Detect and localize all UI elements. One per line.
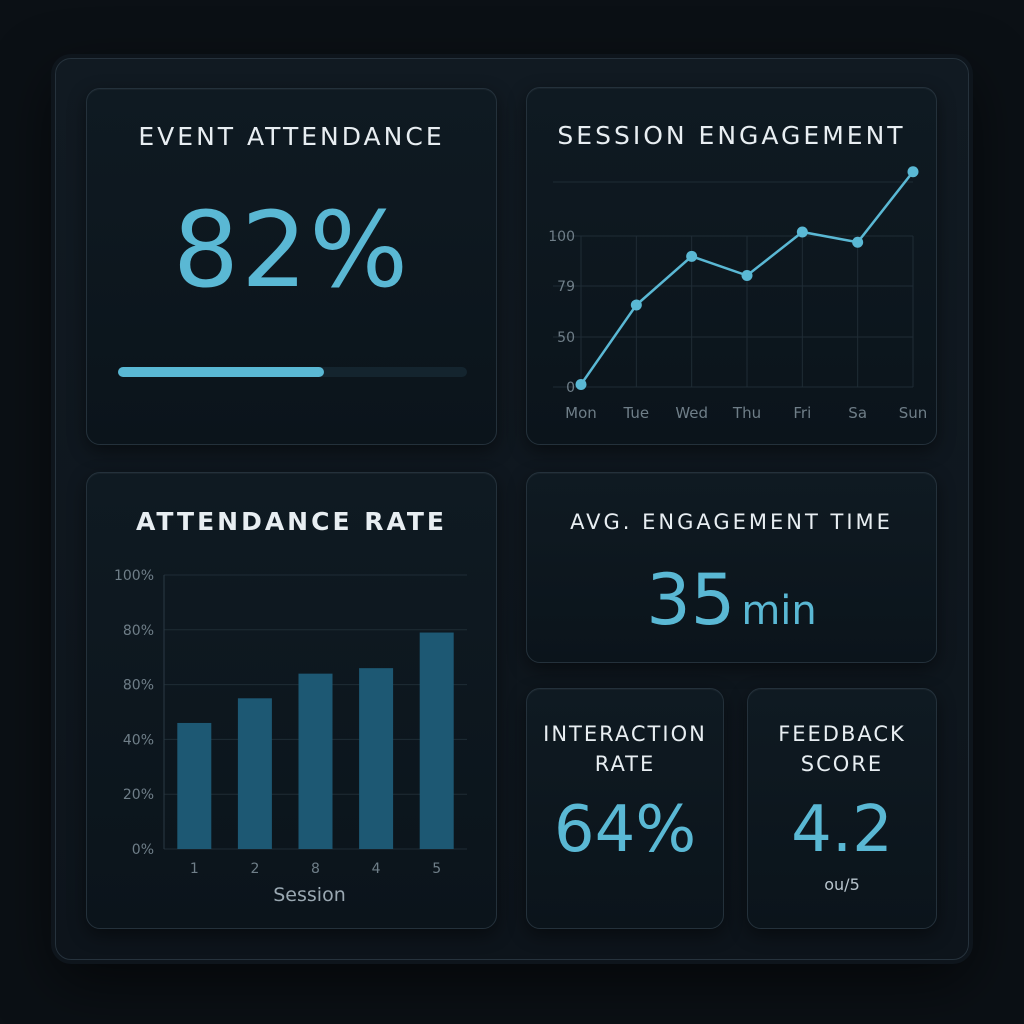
line-chart-point <box>852 236 864 248</box>
bar-chart-bar <box>177 722 212 849</box>
line-chart-x-tick-label: Thu <box>732 404 761 422</box>
feedback-score-title-line2: SCORE <box>800 752 884 776</box>
line-chart-point <box>796 226 808 238</box>
interaction-rate-title-line2: RATE <box>594 752 656 776</box>
line-chart-point <box>575 378 587 390</box>
session-engagement-chart: 0 50 79 100 Mon Tue Wed Thu Fri Sa Sun <box>548 166 928 422</box>
feedback-score-title: FEEDBACK SCORE <box>748 719 936 779</box>
avg-engagement-value-row: 35 min <box>527 559 936 641</box>
line-chart-x-tick-label: Wed <box>675 404 708 422</box>
bar-chart-y-tick-label: 100% <box>114 568 154 584</box>
line-chart-point <box>686 250 698 262</box>
bar-chart-bar <box>237 698 272 849</box>
session-engagement-title: SESSION ENGAGEMENT <box>557 121 906 150</box>
line-chart-x-tick-label: Fri <box>793 404 811 422</box>
bar-chart-y-tick-label: 20% <box>123 787 154 803</box>
bar-chart-x-axis-label: Session <box>273 884 346 906</box>
line-chart-x-tick-label: Sa <box>848 404 867 422</box>
line-chart-y-tick-label: 50 <box>557 330 575 346</box>
attendance-rate-card: ATTENDANCE RATE 0% 20% 40% 80% 80% 100% 1 2 8 4 5 S… <box>86 472 497 929</box>
avg-engagement-unit: min <box>741 588 817 634</box>
event-attendance-value: 82% <box>172 189 411 311</box>
line-chart-point <box>741 270 753 282</box>
bar-chart-x-tick-label: 4 <box>372 861 381 877</box>
line-chart-point <box>907 166 919 178</box>
interaction-rate-card: INTERACTION RATE 64% <box>526 688 724 929</box>
bar-chart-x-tick-label: 1 <box>190 861 199 877</box>
interaction-rate-title-line1: INTERACTION <box>543 722 707 746</box>
avg-engagement-title: AVG. ENGAGEMENT TIME <box>570 510 893 534</box>
avg-engagement-card: AVG. ENGAGEMENT TIME 35 min <box>526 472 937 663</box>
avg-engagement-value: 35 <box>646 559 736 641</box>
bar-chart-y-tick-label: 80% <box>123 623 154 639</box>
bar-chart-bar <box>298 673 333 849</box>
bar-chart-y-tick-label: 80% <box>123 678 154 694</box>
line-chart-x-tick-label: Tue <box>623 404 650 422</box>
feedback-score-card: FEEDBACK SCORE 4.2 ou/5 <box>747 688 937 929</box>
feedback-score-title-line1: FEEDBACK <box>778 722 906 746</box>
bar-chart-y-tick-label: 40% <box>123 732 154 748</box>
interaction-rate-title: INTERACTION RATE <box>527 719 723 779</box>
bar-chart-y-tick-label: 0% <box>132 842 154 858</box>
event-attendance-title: EVENT ATTENDANCE <box>138 122 445 151</box>
attendance-rate-title: ATTENDANCE RATE <box>135 507 448 536</box>
bar-chart-x-tick-label: 2 <box>250 861 259 877</box>
session-engagement-card: SESSION ENGAGEMENT 0 50 79 100 Mon Tue Wed Thu F… <box>526 87 937 445</box>
bar-chart-x-tick-label: 8 <box>311 861 320 877</box>
line-chart-y-tick-label: 79 <box>557 279 575 295</box>
line-chart-y-tick-label: 0 <box>566 380 575 396</box>
bar-chart-bar <box>359 668 394 849</box>
line-chart-x-tick-label: Mon <box>565 404 597 422</box>
attendance-progress-bar <box>118 367 467 377</box>
bar-chart-x-tick-label: 5 <box>432 861 441 877</box>
attendance-progress-fill <box>118 367 324 377</box>
bar-chart-bar <box>419 632 454 849</box>
feedback-score-scale: ou/5 <box>824 875 860 894</box>
line-chart-y-tick-label: 100 <box>548 229 575 245</box>
line-chart-x-tick-label: Sun <box>899 404 928 422</box>
feedback-score-value: 4.2 <box>791 793 893 867</box>
line-chart-point <box>630 299 642 311</box>
interaction-rate-value: 64% <box>553 793 697 867</box>
event-attendance-card: EVENT ATTENDANCE 82% <box>86 88 497 445</box>
